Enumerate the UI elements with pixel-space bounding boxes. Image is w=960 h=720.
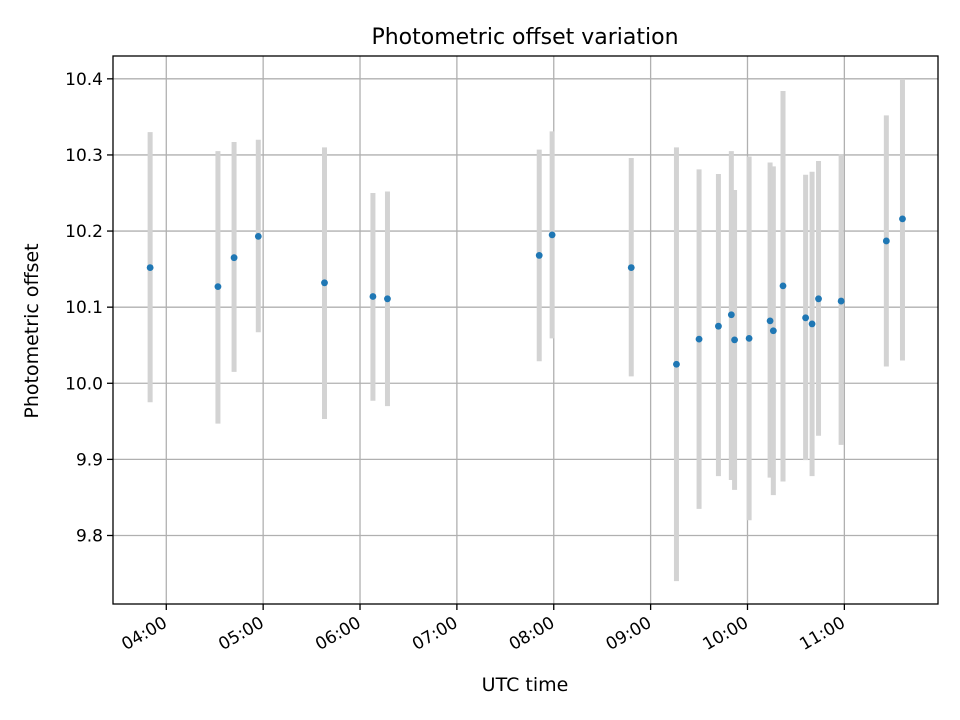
data-point	[321, 279, 328, 287]
x-tick-label: 11:00	[796, 613, 848, 655]
data-point	[715, 322, 722, 330]
data-point	[899, 215, 906, 223]
x-tick-label: 08:00	[506, 613, 558, 655]
data-point	[627, 264, 635, 271]
x-tick-label: 07:00	[409, 613, 461, 655]
x-tick-label: 06:00	[312, 613, 364, 655]
chart-title: Photometric offset variation	[371, 25, 678, 50]
data-point	[808, 320, 816, 328]
y-tick-label: 10.0	[65, 374, 103, 394]
y-tick-label: 10.3	[65, 146, 103, 166]
data-point	[727, 311, 735, 319]
y-tick-label: 10.2	[65, 222, 103, 242]
x-axis: 04:00 05:00 06:00 07:00 08:00 09:00 10:00 11:00	[118, 604, 849, 655]
x-tick-label: 09:00	[603, 613, 655, 655]
y-tick-label: 10.4	[65, 70, 103, 90]
x-tick-label: 04:00	[118, 613, 170, 655]
data-point	[254, 232, 262, 240]
data-point	[769, 327, 777, 335]
x-axis-label: UTC time	[482, 674, 569, 696]
y-tick-label: 9.9	[76, 450, 103, 470]
data-point	[837, 297, 845, 305]
x-tick-label: 10:00	[700, 613, 752, 655]
data-point	[779, 282, 787, 290]
data-point	[369, 293, 377, 300]
data-point	[230, 254, 238, 262]
data-point	[815, 295, 822, 303]
data-point	[695, 335, 703, 343]
x-tick-label: 05:00	[215, 613, 267, 655]
data-point	[745, 334, 753, 342]
y-tick-label: 9.8	[76, 527, 103, 547]
data-point	[535, 252, 543, 259]
data-point	[214, 283, 222, 291]
data-point	[146, 264, 154, 271]
y-axis: 9.8 9.9 10.0 10.1 10.2 10.3 10.4	[65, 70, 113, 547]
data-points	[146, 215, 906, 368]
data-point	[802, 314, 810, 322]
data-point	[548, 231, 556, 239]
y-tick-label: 10.1	[65, 298, 103, 318]
data-point	[673, 360, 680, 368]
plot-frame	[112, 55, 939, 605]
data-point	[766, 317, 774, 325]
data-point	[731, 336, 738, 344]
y-axis-label: Photometric offset	[21, 243, 43, 418]
data-point	[882, 237, 890, 245]
data-point	[384, 295, 391, 303]
